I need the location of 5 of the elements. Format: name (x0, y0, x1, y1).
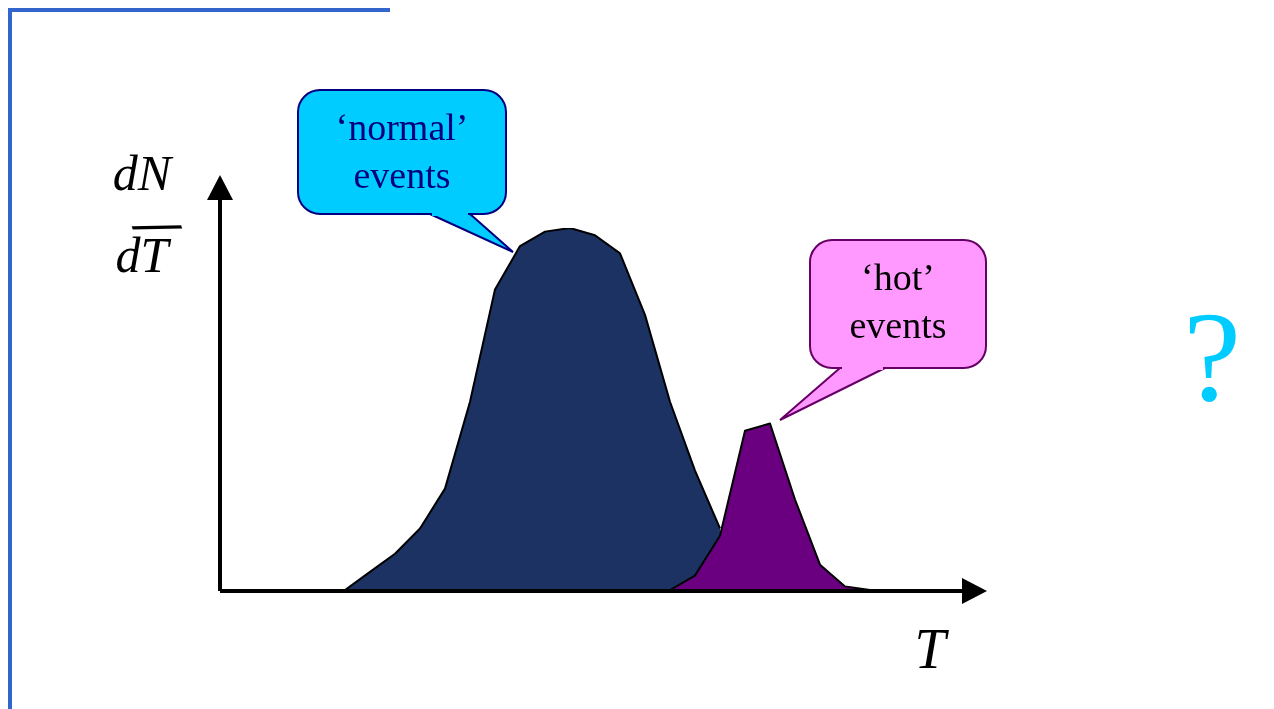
annotation: ‘hot’ events (849, 256, 947, 346)
text: ? (1183, 284, 1241, 428)
text: ‘normal’ events (335, 106, 469, 196)
y-axis-title: dN/dT (112, 145, 198, 283)
x-axis-title: T (914, 618, 950, 680)
